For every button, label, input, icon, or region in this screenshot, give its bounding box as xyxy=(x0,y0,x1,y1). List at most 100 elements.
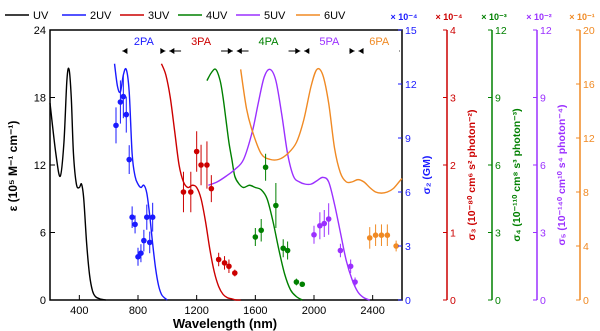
point-6pa xyxy=(393,243,399,249)
right-axis-label-5: σ₅ (10⁻¹⁴⁰ cm¹⁰ s⁴ photon⁻⁴) xyxy=(556,105,568,246)
right-tick-label-6: 12 xyxy=(583,133,595,145)
right-axis-multiplier-2: × 10⁻⁴ xyxy=(391,12,418,22)
point-5pa xyxy=(325,216,332,222)
right-axis-multiplier-4: × 10⁻³ xyxy=(481,12,507,22)
right-axis-label-3: σ₃ (10⁻⁸⁰ cm⁶ s² photon⁻²) xyxy=(466,109,478,240)
region-arrowhead-right-2pa xyxy=(160,48,166,54)
x-tick-label: 400 xyxy=(70,305,88,317)
point-5pa xyxy=(317,222,323,229)
region-arrowhead-right-4pa xyxy=(295,48,301,54)
curve-3uv xyxy=(160,63,241,301)
point-3pa xyxy=(226,263,232,270)
point-5pa xyxy=(337,247,344,254)
right-tick-label-4: 12 xyxy=(495,25,507,37)
legend-label-2uv: 2UV xyxy=(90,10,112,22)
legend-label-uv: UV xyxy=(33,10,49,22)
curve-uv xyxy=(49,67,106,301)
region-arrowhead-right-3pa xyxy=(227,48,233,54)
region-arrowhead-left-6pa xyxy=(358,48,364,54)
point-2pa xyxy=(132,221,138,228)
right-tick-label-2: 6 xyxy=(405,187,411,199)
point-2pa xyxy=(120,93,127,100)
legend-label-4uv: 4UV xyxy=(206,10,228,22)
y-tick-label: 24 xyxy=(34,25,46,37)
legend: UV 2UV 3UV 4UV 5UV 6UV xyxy=(5,10,346,22)
x-tick-label: 1600 xyxy=(243,305,267,317)
plot-border xyxy=(49,29,403,301)
point-5pa xyxy=(352,279,358,285)
point-2pa xyxy=(129,214,135,220)
point-3pa xyxy=(198,162,204,168)
point-4pa xyxy=(252,234,259,240)
right-tick-label-5: 9 xyxy=(540,93,546,105)
right-tick-label-3: 4 xyxy=(450,25,456,37)
right-tick-label-4: 9 xyxy=(495,93,501,105)
point-4pa xyxy=(293,279,300,285)
right-axis-label-4: σ₄ (10⁻¹¹⁰ cm⁸ s³ photon⁻³) xyxy=(511,108,523,241)
right-tick-label-3: 1 xyxy=(450,228,456,240)
point-2pa xyxy=(123,111,130,118)
right-axis-multiplier-6: × 10⁻¹ xyxy=(569,12,595,22)
point-3pa xyxy=(204,162,210,168)
right-tick-label-2: 9 xyxy=(405,133,411,145)
curve-6uv xyxy=(239,67,403,194)
x-tick-label: 2400 xyxy=(360,305,384,317)
right-tick-label-2: 3 xyxy=(405,241,411,253)
region-markers: 2PA 3PA 4PA 5PA 6PA xyxy=(122,36,400,54)
right-tick-label-6: 20 xyxy=(583,25,595,37)
right-tick-label-5: 12 xyxy=(540,25,552,37)
point-6pa xyxy=(372,232,379,238)
point-4pa xyxy=(284,247,291,254)
region-arrowhead-left-5pa xyxy=(304,48,310,54)
right-tick-label-5: 6 xyxy=(540,160,546,172)
curve-5uv xyxy=(208,68,370,301)
point-3pa xyxy=(193,148,200,155)
right-tick-label-6: 0 xyxy=(583,295,589,307)
region-arrowhead-right-5pa xyxy=(349,48,355,54)
legend-label-6uv: 6UV xyxy=(324,10,346,22)
point-6pa xyxy=(384,232,391,238)
right-tick-label-2: 15 xyxy=(405,25,417,37)
point-4pa xyxy=(262,164,269,171)
point-3pa xyxy=(208,185,215,192)
right-tick-label-3: 0 xyxy=(450,295,456,307)
right-tick-label-5: 0 xyxy=(540,295,546,307)
region-label-4pa: 4PA xyxy=(259,36,280,48)
region-label-2pa: 2PA xyxy=(134,36,155,48)
point-4pa xyxy=(273,202,279,209)
point-3pa xyxy=(215,256,222,263)
x-axis-label: Wavelength (nm) xyxy=(173,316,277,331)
right-tick-label-4: 0 xyxy=(495,295,501,307)
x-tick-label: 800 xyxy=(129,305,147,317)
y-axis: 0 6 12 18 24 xyxy=(34,25,55,307)
point-4pa xyxy=(299,281,306,288)
point-3pa xyxy=(221,260,228,266)
spectra-curves xyxy=(49,63,403,301)
right-tick-label-2: 12 xyxy=(405,79,417,91)
right-tick-label-6: 8 xyxy=(583,187,589,199)
legend-label-5uv: 5UV xyxy=(264,10,286,22)
region-label-5pa: 5PA xyxy=(319,36,340,48)
point-2pa xyxy=(126,156,132,163)
y-tick-label: 18 xyxy=(34,93,46,105)
region-arrowhead-left-2pa xyxy=(122,48,128,54)
right-tick-label-4: 3 xyxy=(495,228,501,240)
right-tick-label-3: 2 xyxy=(450,160,456,172)
region-label-6pa: 6PA xyxy=(369,36,390,48)
point-2pa xyxy=(138,250,144,256)
point-6pa xyxy=(378,232,385,238)
point-6pa xyxy=(366,235,373,241)
x-axis: 400 800 1200 1600 2000 2400 xyxy=(70,295,385,317)
right-tick-label-3: 3 xyxy=(450,93,456,105)
point-5pa xyxy=(321,220,328,227)
y-tick-label: 6 xyxy=(40,228,46,240)
point-2pa xyxy=(141,237,147,244)
right-tick-label-6: 4 xyxy=(583,241,589,253)
right-tick-label-2: 0 xyxy=(405,295,411,307)
point-4pa xyxy=(280,245,287,252)
right-tick-label-6: 16 xyxy=(583,79,595,91)
point-2pa xyxy=(144,214,150,220)
right-axis-multiplier-3: × 10⁻⁴ xyxy=(436,12,463,22)
